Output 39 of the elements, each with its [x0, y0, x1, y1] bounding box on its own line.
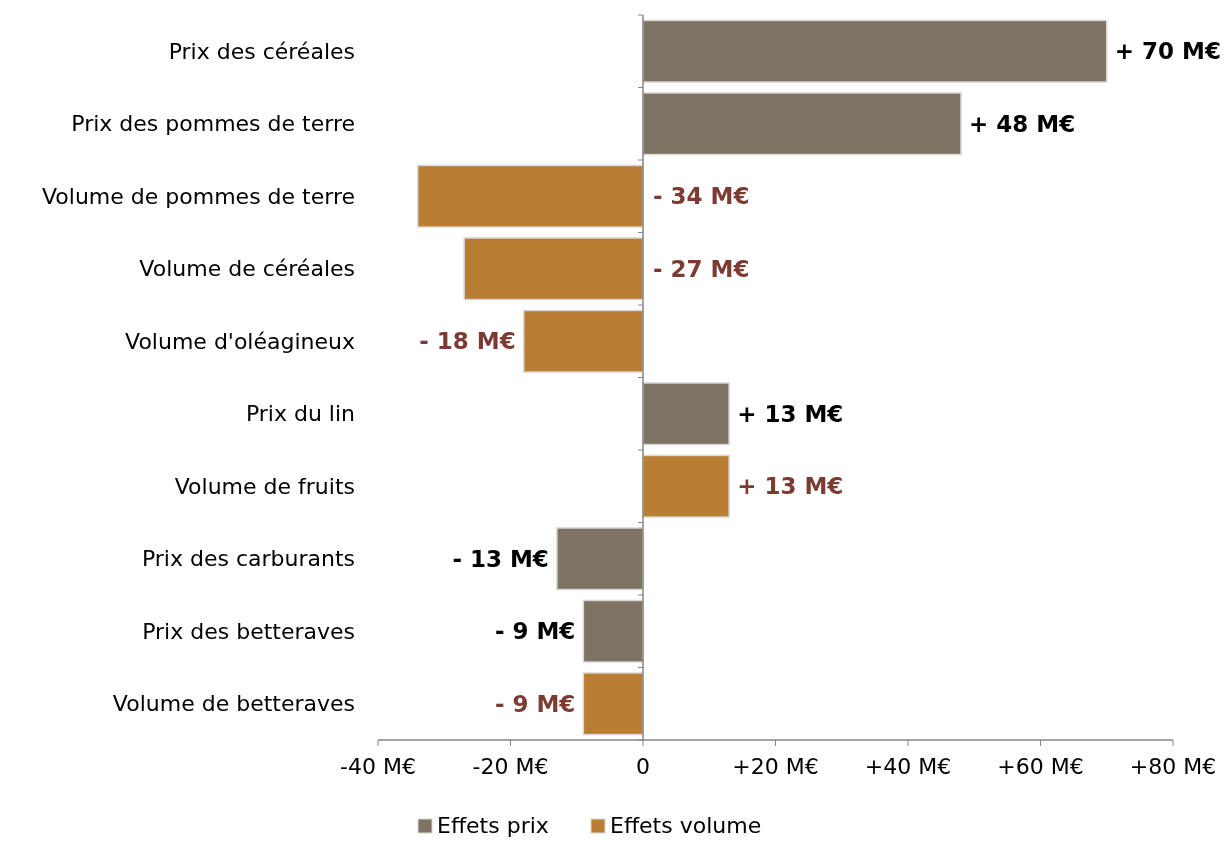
y-tick-label: Prix des pommes de terre [71, 111, 355, 137]
x-tick-label: 0 [636, 754, 650, 779]
x-tick-label: -40 M€ [340, 754, 416, 779]
y-tick-label: Prix des betteraves [142, 618, 355, 644]
bar [642, 19, 1108, 83]
bar [582, 599, 644, 663]
bar [642, 92, 962, 156]
data-label: + 48 M€ [969, 110, 1076, 137]
data-label: - 9 M€ [494, 618, 576, 645]
bar [417, 164, 644, 228]
bar [642, 382, 730, 446]
x-tick-label: +20 M€ [732, 754, 819, 779]
y-tick-label: Volume d'oléagineux [125, 328, 355, 354]
data-label: - 27 M€ [653, 255, 750, 282]
data-label: - 13 M€ [452, 545, 549, 572]
x-tick-label: -20 M€ [472, 754, 549, 779]
y-tick-label: Volume de betteraves [112, 691, 355, 717]
bar [556, 527, 644, 591]
data-label: + 70 M€ [1114, 38, 1221, 65]
y-tick-label: Prix des céréales [168, 38, 355, 64]
x-tick-label: +60 M€ [997, 754, 1084, 779]
y-tick-label: Prix du lin [245, 401, 355, 427]
data-label: - 9 M€ [494, 690, 576, 717]
x-tick-label: +80 M€ [1129, 754, 1217, 779]
y-tick-label: Volume de fruits [174, 473, 355, 499]
bar [523, 309, 644, 373]
data-label: - 18 M€ [419, 328, 516, 355]
data-label: - 34 M€ [653, 183, 750, 210]
bar [582, 672, 644, 736]
legend-label: Effets prix [437, 813, 549, 838]
bar [463, 237, 644, 301]
legend-label: Effets volume [610, 813, 762, 838]
y-tick-label: Prix des carburants [141, 546, 355, 572]
bar [642, 454, 730, 518]
y-tick-label: Volume de céréales [139, 256, 355, 282]
data-label: + 13 M€ [737, 400, 844, 427]
x-tick-label: +40 M€ [864, 754, 952, 779]
data-label: + 13 M€ [737, 473, 844, 500]
y-tick-label: Volume de pommes de terre [42, 183, 355, 209]
